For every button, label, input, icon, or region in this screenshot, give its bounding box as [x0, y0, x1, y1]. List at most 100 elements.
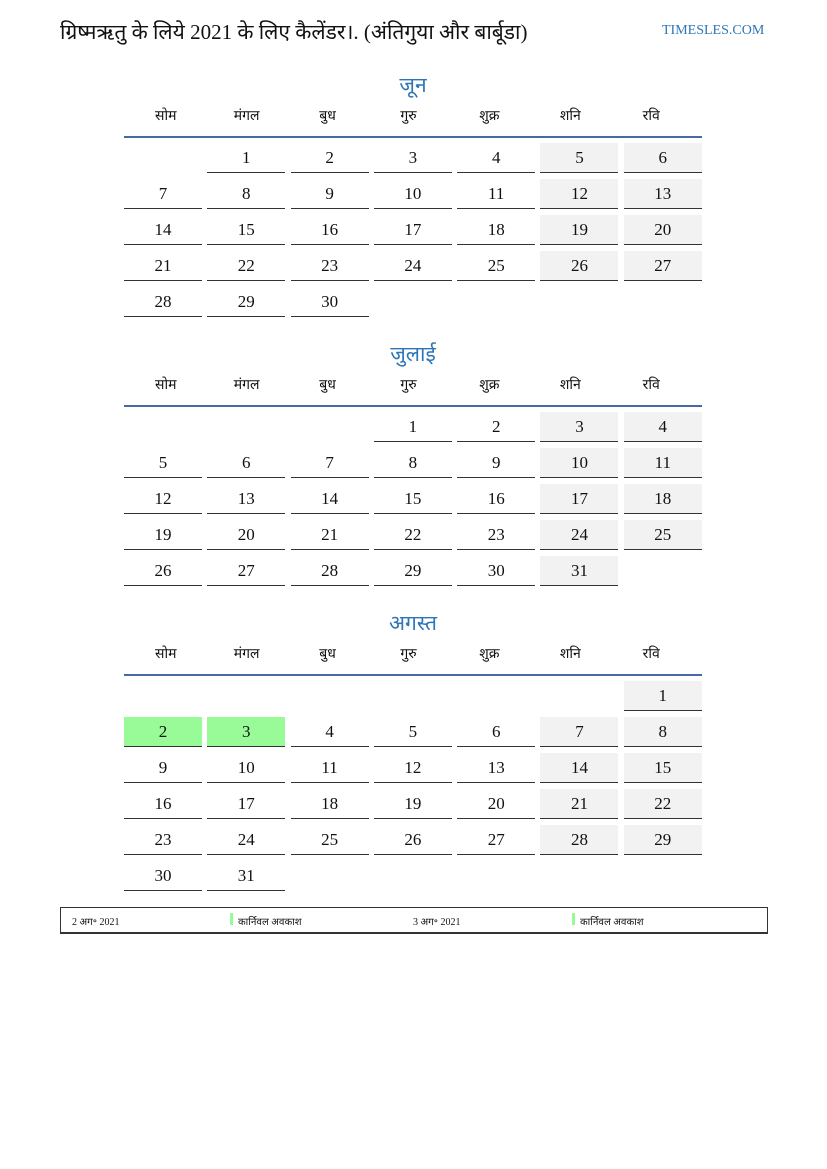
day-cell[interactable]: 18	[457, 215, 536, 245]
day-cell[interactable]: 20	[207, 520, 286, 550]
day-cell[interactable]: 26	[124, 556, 202, 586]
day-cell[interactable]: 24	[540, 520, 619, 550]
day-cell[interactable]: 22	[623, 789, 702, 819]
day-cell[interactable]: 29	[207, 287, 286, 317]
day-cell[interactable]: 26	[540, 251, 619, 281]
day-cell[interactable]: 17	[207, 789, 286, 819]
day-cell[interactable]: 4	[457, 143, 536, 173]
day-cell[interactable]: 9	[290, 179, 369, 209]
empty-cell	[291, 412, 369, 442]
day-cell[interactable]: 16	[457, 484, 536, 514]
day-cell[interactable]: 9	[124, 753, 202, 783]
day-cell[interactable]: 10	[373, 179, 452, 209]
day-cell[interactable]: 14	[290, 484, 369, 514]
site-link[interactable]: TIMESLES.COM	[662, 23, 765, 38]
day-cell[interactable]: 26	[373, 825, 452, 855]
day-cell[interactable]: 25	[290, 825, 369, 855]
day-cell[interactable]: 7	[124, 179, 202, 209]
empty-cell	[374, 861, 452, 891]
day-cell[interactable]: 5	[124, 448, 202, 478]
day-cell[interactable]: 21	[124, 251, 202, 281]
day-cell[interactable]: 19	[540, 215, 619, 245]
day-cell[interactable]: 15	[373, 484, 452, 514]
day-cell[interactable]: 2	[457, 412, 536, 442]
day-cell[interactable]: 13	[457, 753, 536, 783]
day-cell[interactable]: 30	[124, 861, 202, 891]
day-cell[interactable]: 10	[540, 448, 619, 478]
day-cell[interactable]: 16	[124, 789, 202, 819]
week-row: 16 17 18 19 20 21 22	[124, 784, 702, 820]
day-cell[interactable]: 6	[457, 717, 536, 747]
day-cell[interactable]: 16	[290, 215, 369, 245]
day-cell[interactable]: 24	[207, 825, 286, 855]
day-cell[interactable]: 11	[457, 179, 536, 209]
day-cell[interactable]: 6	[207, 448, 286, 478]
day-cell[interactable]: 3	[540, 412, 619, 442]
day-cell[interactable]: 27	[207, 556, 286, 586]
day-cell[interactable]: 8	[623, 717, 702, 747]
day-cell[interactable]: 18	[623, 484, 702, 514]
day-cell[interactable]: 19	[124, 520, 202, 550]
day-cell[interactable]: 28	[124, 287, 202, 317]
day-cell[interactable]: 4	[623, 412, 702, 442]
weekday-label: रवि	[642, 647, 660, 662]
day-cell[interactable]: 23	[124, 825, 202, 855]
day-cell[interactable]: 21	[540, 789, 619, 819]
week-row: 28 29 30	[124, 282, 702, 318]
day-cell[interactable]: 10	[207, 753, 286, 783]
day-cell[interactable]: 12	[124, 484, 202, 514]
day-cell[interactable]: 24	[373, 251, 452, 281]
day-cell[interactable]: 31	[207, 861, 286, 891]
day-cell[interactable]: 22	[373, 520, 452, 550]
day-cell[interactable]: 3	[373, 143, 452, 173]
day-cell[interactable]: 20	[457, 789, 536, 819]
day-cell[interactable]: 5	[373, 717, 452, 747]
day-cell[interactable]: 8	[207, 179, 286, 209]
day-cell[interactable]: 8	[373, 448, 452, 478]
day-cell[interactable]: 13	[623, 179, 702, 209]
day-cell[interactable]: 9	[457, 448, 536, 478]
day-cell[interactable]: 21	[290, 520, 369, 550]
day-cell[interactable]: 12	[373, 753, 452, 783]
day-cell[interactable]: 27	[457, 825, 536, 855]
day-cell[interactable]: 5	[540, 143, 619, 173]
empty-cell	[291, 681, 369, 711]
day-cell[interactable]: 30	[290, 287, 369, 317]
day-cell[interactable]: 1	[207, 143, 286, 173]
day-cell[interactable]: 4	[290, 717, 369, 747]
day-cell[interactable]: 18	[290, 789, 369, 819]
day-cell[interactable]: 7	[290, 448, 369, 478]
day-cell[interactable]: 7	[540, 717, 619, 747]
day-cell[interactable]: 13	[207, 484, 286, 514]
day-cell[interactable]: 15	[207, 215, 286, 245]
day-cell[interactable]: 11	[290, 753, 369, 783]
day-cell[interactable]: 28	[290, 556, 369, 586]
day-cell[interactable]: 1	[623, 681, 702, 711]
day-cell[interactable]: 2	[124, 717, 202, 747]
empty-cell	[457, 861, 535, 891]
day-cell[interactable]: 3	[207, 717, 286, 747]
day-cell[interactable]: 17	[540, 484, 619, 514]
day-cell[interactable]: 28	[540, 825, 619, 855]
day-cell[interactable]: 29	[623, 825, 702, 855]
day-cell[interactable]: 30	[457, 556, 536, 586]
day-cell[interactable]: 17	[373, 215, 452, 245]
day-cell[interactable]: 19	[373, 789, 452, 819]
day-cell[interactable]: 23	[290, 251, 369, 281]
day-cell[interactable]: 29	[373, 556, 452, 586]
day-cell[interactable]: 2	[290, 143, 369, 173]
day-cell[interactable]: 31	[540, 556, 619, 586]
day-cell[interactable]: 20	[623, 215, 702, 245]
day-cell[interactable]: 22	[207, 251, 286, 281]
day-cell[interactable]: 27	[623, 251, 702, 281]
day-cell[interactable]: 23	[457, 520, 536, 550]
day-cell[interactable]: 6	[623, 143, 702, 173]
day-cell[interactable]: 25	[457, 251, 536, 281]
day-cell[interactable]: 14	[124, 215, 202, 245]
day-cell[interactable]: 1	[373, 412, 452, 442]
day-cell[interactable]: 15	[623, 753, 702, 783]
day-cell[interactable]: 12	[540, 179, 619, 209]
day-cell[interactable]: 25	[623, 520, 702, 550]
day-cell[interactable]: 11	[623, 448, 702, 478]
day-cell[interactable]: 14	[540, 753, 619, 783]
